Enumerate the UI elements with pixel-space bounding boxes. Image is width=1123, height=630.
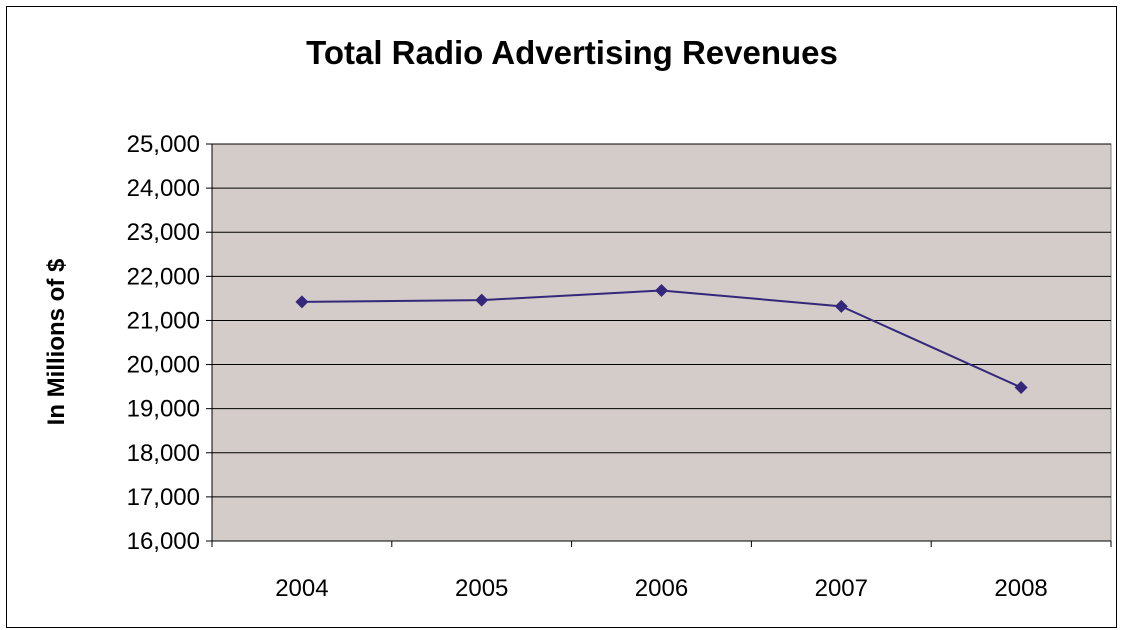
gridlines — [212, 143, 1111, 498]
y-tick-label: 22,000 — [127, 263, 200, 290]
x-tick-labels: 2004 2005 2006 2007 2008 — [275, 575, 1048, 602]
y-tick-label: 19,000 — [127, 396, 200, 423]
y-tick-label: 25,000 — [127, 131, 200, 158]
data-point-marker — [295, 295, 309, 309]
x-tick-label: 2005 — [455, 575, 508, 602]
y-tick-label: 16,000 — [127, 528, 200, 555]
x-tick-label: 2004 — [275, 575, 328, 602]
data-point-marker — [1014, 380, 1028, 394]
x-tick-label: 2008 — [994, 575, 1047, 602]
y-tick-label: 20,000 — [127, 352, 200, 379]
y-tick-label: 24,000 — [127, 175, 200, 202]
x-tick-label: 2006 — [635, 575, 688, 602]
axes — [206, 143, 1112, 547]
x-tick-label: 2007 — [815, 575, 868, 602]
y-tick-label: 17,000 — [127, 484, 200, 511]
y-tick-label: 21,000 — [127, 307, 200, 334]
data-point-marker — [834, 299, 848, 313]
y-tick-label: 23,000 — [127, 219, 200, 246]
chart-title: Total Radio Advertising Revenues — [306, 34, 838, 71]
data-point-marker — [655, 283, 668, 297]
y-axis-label: In Millions of $ — [43, 258, 70, 425]
plot-area — [211, 143, 1112, 542]
data-point-marker — [475, 293, 489, 307]
y-tick-labels: 16,000 17,000 18,000 19,000 20,000 21,000 22,0… — [127, 131, 200, 555]
series-revenue — [295, 283, 1028, 394]
y-tick-label: 18,000 — [127, 440, 200, 467]
